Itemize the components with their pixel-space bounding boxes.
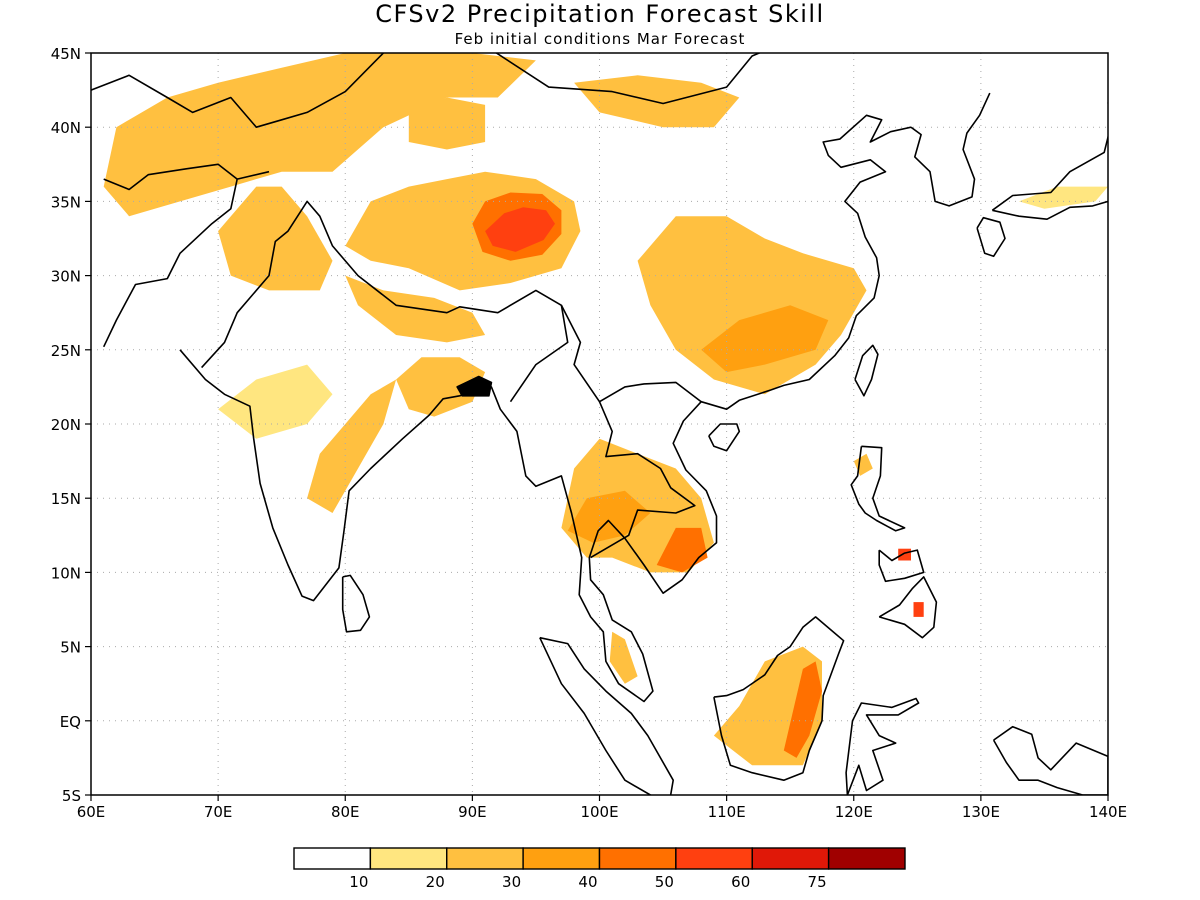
coastline-pakistan-border [102, 170, 270, 348]
skill-region-14 [853, 453, 873, 476]
colorbar-label: 30 [502, 873, 521, 891]
colorbar-swatch [675, 847, 753, 870]
lon-tick-label: 120E [835, 803, 873, 821]
coastline-new-guinea [992, 725, 1108, 795]
coastline-hainan [708, 423, 741, 452]
coastline-sumatra [539, 636, 674, 795]
skill-region-15 [701, 305, 829, 373]
coastline-kazakh-border [91, 53, 385, 128]
skill-region-1 [1019, 186, 1108, 209]
lon-tick-label: 80E [331, 803, 360, 821]
colorbar-label: 20 [426, 873, 445, 891]
chart-subtitle: Feb initial conditions Mar Forecast [455, 30, 746, 48]
lon-tick-label: 90E [458, 803, 487, 821]
lon-tick-label: 130E [962, 803, 1000, 821]
chart-title: CFSv2 Precipitation Forecast Skill [375, 0, 824, 28]
coastline-indochina-borders [590, 401, 696, 559]
skill-region-0 [218, 364, 333, 439]
skill-region-22 [898, 548, 911, 561]
coastline-luzon [850, 445, 906, 532]
coastline-mongolia-border [494, 53, 762, 105]
coastline-mindanao [878, 576, 938, 639]
axis-ticks: 60E 70E 80E 90E 100E 110E 120E 130E 140E 45N 40N 35… [51, 45, 1127, 821]
coastline-india-coast [179, 114, 912, 703]
coastline-japan-kyushu [976, 216, 1006, 258]
colorbar-label: 75 [808, 873, 827, 891]
colorbar-swatch [751, 847, 830, 870]
coastline-borneo [713, 616, 845, 781]
lon-tick-label: 110E [708, 803, 746, 821]
coastline-korea [910, 92, 991, 207]
skill-region-20 [485, 207, 555, 252]
coastline-sulawesi [845, 697, 920, 795]
lat-tick-label: 25N [51, 342, 81, 360]
colorbar-label: 60 [731, 873, 750, 891]
colorbar-swatch [293, 847, 372, 870]
lat-tick-label: 20N [51, 416, 81, 434]
lon-tick-label: 140E [1089, 803, 1127, 821]
skill-region-10 [307, 379, 397, 513]
skill-region-13 [609, 631, 638, 684]
colorbar-label: 40 [578, 873, 597, 891]
skill-region-8 [637, 216, 867, 395]
lat-tick-label: 5S [62, 787, 81, 805]
skill-region-19 [783, 661, 822, 758]
skill-region-9 [396, 357, 486, 417]
skill-region-5 [408, 97, 486, 150]
lon-tick-label: 60E [77, 803, 106, 821]
lat-tick-label: 35N [51, 193, 81, 211]
colorbar-swatch [598, 847, 677, 870]
coastline-afghan-border [103, 163, 238, 191]
colorbar-label: 10 [349, 873, 368, 891]
colorbar-swatch [522, 847, 601, 870]
coastlines [91, 53, 1108, 795]
skill-region-18 [656, 527, 708, 573]
skill-region-16 [567, 490, 651, 543]
colorbar-label: 50 [655, 873, 674, 891]
coastline-sri-lanka [341, 574, 371, 633]
lat-tick-label: 45N [51, 45, 81, 63]
lat-tick-label: 5N [60, 639, 81, 657]
colorbar: 10 20 30 40 50 60 75 [293, 847, 906, 891]
coastline-visayas [878, 549, 925, 583]
lat-tick-label: 15N [51, 490, 81, 508]
lon-tick-label: 100E [580, 803, 618, 821]
gridlines [91, 53, 1108, 795]
lat-tick-label: 30N [51, 268, 81, 286]
lat-tick-label: EQ [60, 713, 81, 731]
delta-coast-detail [456, 375, 493, 397]
skill-region-21 [913, 602, 924, 617]
skill-region-6 [218, 186, 333, 291]
lat-tick-label: 40N [51, 119, 81, 137]
map-plot-area [91, 53, 1108, 795]
skill-region-3 [103, 53, 536, 217]
coastline-china-south-border [560, 304, 702, 403]
colorbar-swatch [369, 847, 448, 870]
lat-tick-label: 10N [51, 564, 81, 582]
coastline-taiwan [854, 344, 879, 397]
colorbar-swatch [827, 847, 906, 870]
coastline-japan-honshu [991, 133, 1108, 220]
colorbar-swatch [446, 847, 524, 870]
lon-tick-label: 70E [204, 803, 233, 821]
coastline-hokkaido [1107, 100, 1108, 104]
skill-shading-layer [103, 53, 1108, 766]
